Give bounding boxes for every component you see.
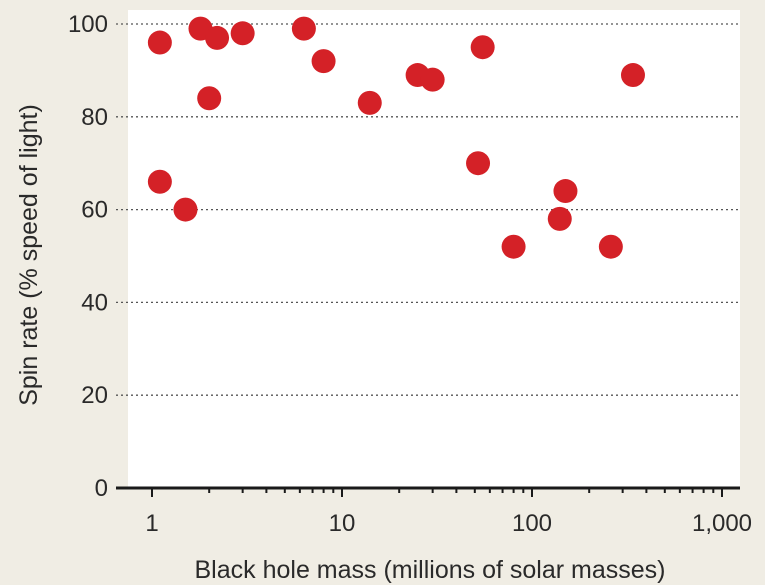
data-point (553, 179, 578, 204)
y-tick-labels: 0 20 40 60 80 100 (68, 11, 108, 502)
y-tick-label: 40 (81, 289, 108, 316)
y-axis-title: Spin rate (% speed of light) (15, 104, 43, 406)
data-point (470, 35, 495, 60)
data-point (197, 86, 222, 111)
data-point (501, 234, 526, 259)
data-point (547, 206, 572, 231)
data-point (291, 16, 316, 41)
data-point (205, 25, 230, 50)
data-point (230, 21, 255, 46)
y-tick-label: 80 (81, 104, 108, 131)
x-tick-label: 1,000 (692, 510, 752, 537)
data-point (357, 90, 382, 115)
data-point (620, 63, 645, 88)
y-tick-label: 0 (95, 475, 108, 502)
data-point (147, 169, 172, 194)
x-tick-label: 100 (512, 510, 552, 537)
data-point (311, 49, 336, 74)
data-point (598, 234, 623, 259)
data-point (173, 197, 198, 222)
x-tick-label: 10 (329, 510, 356, 537)
axes (116, 486, 740, 497)
data-points (147, 16, 645, 259)
data-point (147, 30, 172, 55)
grid-lines (116, 23, 740, 396)
y-tick-label: 60 (81, 197, 108, 224)
x-axis-title: Black hole mass (millions of solar masse… (195, 556, 666, 584)
data-point (466, 151, 491, 176)
x-tick-label: 1 (145, 510, 158, 537)
x-tick-labels: 1 10 100 1,000 (145, 510, 752, 537)
data-point (420, 67, 445, 92)
y-tick-label: 20 (81, 382, 108, 409)
y-tick-label: 100 (68, 11, 108, 38)
